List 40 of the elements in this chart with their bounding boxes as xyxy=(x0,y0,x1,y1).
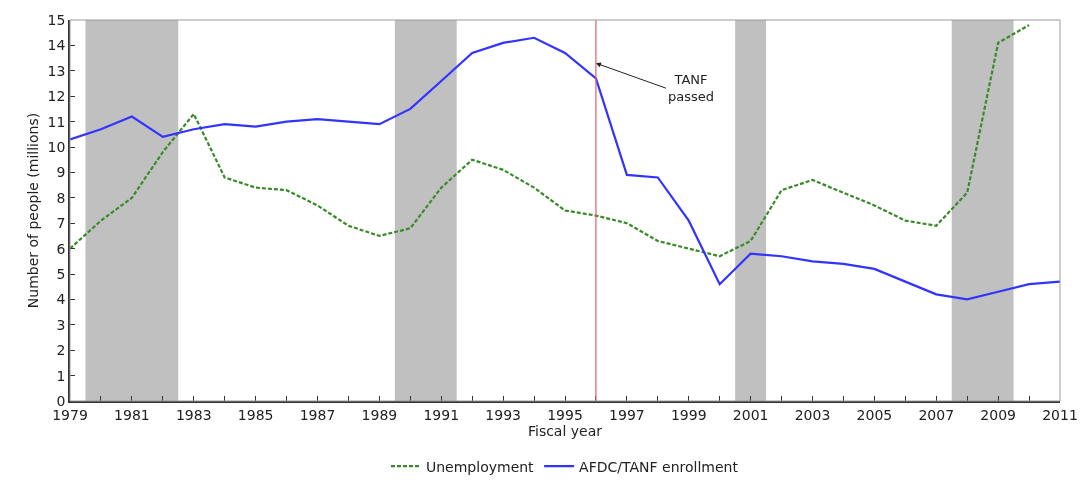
x-tick-label: 1989 xyxy=(361,406,398,423)
x-tick-label: 1983 xyxy=(175,406,212,423)
x-tick-label: 2011 xyxy=(1042,406,1078,423)
legend-label: AFDC/TANF enrollment xyxy=(579,458,739,475)
y-tick-label: 2 xyxy=(56,342,66,359)
x-tick-label: 1993 xyxy=(485,406,521,423)
y-tick-label: 0 xyxy=(56,392,66,409)
y-tick-label: 12 xyxy=(47,88,66,105)
x-tick-label: 1979 xyxy=(52,406,88,423)
line-series xyxy=(70,23,1031,258)
y-tick-label: 15 xyxy=(47,11,66,28)
x-tick-label: 2007 xyxy=(918,406,955,423)
x-tick-label: 1985 xyxy=(237,406,274,423)
y-tick-label: 14 xyxy=(47,37,66,54)
y-tick-label: 6 xyxy=(56,240,66,257)
y-tick-label: 9 xyxy=(56,164,66,181)
x-tick-label: 2001 xyxy=(732,406,769,423)
x-tick-label: 2009 xyxy=(980,406,1016,423)
y-tick-label: 1 xyxy=(56,367,66,384)
legend-label: Unemployment xyxy=(426,458,535,475)
y-tick-label: 7 xyxy=(56,215,66,232)
y-tick-label: 13 xyxy=(47,62,66,79)
y-tick-label: 11 xyxy=(47,113,66,130)
x-tick-label: 2003 xyxy=(794,406,831,423)
y-tick-label: 8 xyxy=(56,189,66,206)
y-tick-label: 10 xyxy=(47,138,66,155)
x-tick-label: 1999 xyxy=(670,406,707,423)
y-tick-label: 5 xyxy=(56,265,66,282)
x-tick-label: 1997 xyxy=(609,406,645,423)
x-tick-label: 1991 xyxy=(423,406,460,423)
y-axis-title: Number of people (millions) xyxy=(24,112,41,309)
line-series xyxy=(70,36,1060,301)
x-axis-title: Fiscal year xyxy=(527,422,603,439)
y-tick-label: 4 xyxy=(56,291,66,308)
x-tick-label: 2005 xyxy=(856,406,893,423)
x-tick-label: 1981 xyxy=(114,406,150,423)
x-tick-label: 1987 xyxy=(299,406,336,423)
annotation: TANF passed xyxy=(668,72,715,104)
y-tick-label: 3 xyxy=(56,316,66,333)
x-tick-label: 1995 xyxy=(547,406,583,423)
